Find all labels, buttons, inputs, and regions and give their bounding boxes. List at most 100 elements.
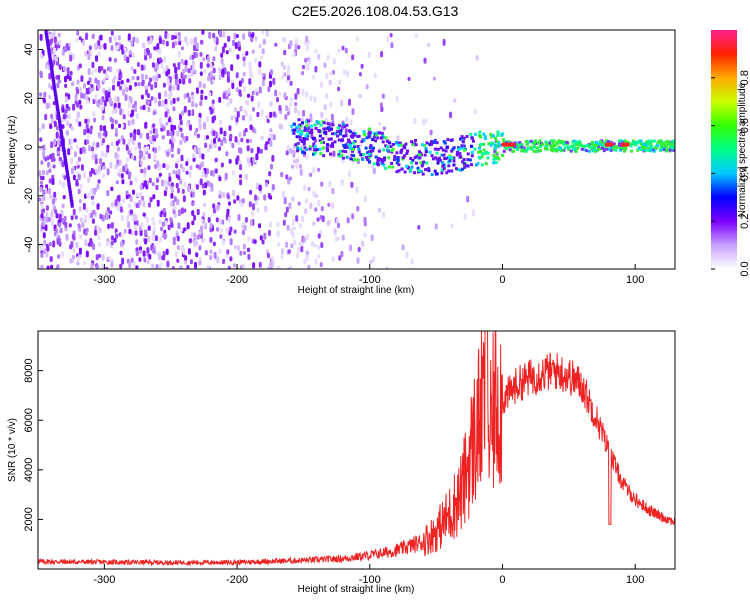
heatmap-cell xyxy=(90,195,94,200)
heatmap-cell xyxy=(174,40,178,46)
heatmap-cell xyxy=(95,168,98,174)
heatmap-cell xyxy=(332,150,336,157)
heatmap-cell xyxy=(169,131,173,136)
heatmap-cell xyxy=(239,164,243,171)
heatmap-cell xyxy=(127,150,131,155)
heatmap-cell xyxy=(243,250,246,255)
heatmap-cell xyxy=(241,198,245,204)
heatmap-cell xyxy=(43,91,47,98)
heatmap-cell xyxy=(296,142,300,145)
heatmap-cell xyxy=(80,75,84,82)
heatmap-cell xyxy=(321,215,325,223)
heatmap-cell xyxy=(537,141,540,145)
heatmap-cell xyxy=(119,263,123,269)
heatmap-cell xyxy=(357,246,361,252)
heatmap-cell xyxy=(115,180,119,185)
heatmap-cell xyxy=(72,53,76,61)
heatmap-cell xyxy=(250,37,254,43)
heatmap-cell xyxy=(198,245,202,251)
heatmap-cell xyxy=(45,32,49,38)
heatmap-cell xyxy=(77,188,81,195)
heatmap-cell xyxy=(184,36,188,43)
heatmap-cell xyxy=(58,156,62,162)
heatmap-cell xyxy=(207,217,211,223)
heatmap-cell xyxy=(435,141,439,145)
heatmap-cell xyxy=(579,144,583,148)
heatmap-cell xyxy=(396,135,400,141)
heatmap-cell xyxy=(121,179,125,185)
heatmap-cell xyxy=(203,202,206,207)
heatmap-cell xyxy=(165,71,169,77)
heatmap-cell xyxy=(600,146,604,150)
heatmap-cell xyxy=(605,139,608,143)
heatmap-cell xyxy=(670,142,674,146)
heatmap-cell xyxy=(66,67,70,74)
heatmap-cell xyxy=(609,140,613,144)
heatmap-cell xyxy=(66,120,70,127)
heatmap-cell xyxy=(142,155,146,161)
heatmap-cell xyxy=(289,265,293,269)
heatmap-cell xyxy=(167,224,171,231)
heatmap-cell xyxy=(94,67,97,73)
heatmap-cell xyxy=(81,146,85,153)
heatmap-cell xyxy=(306,63,309,70)
heatmap-cell xyxy=(246,99,250,106)
heatmap-cell xyxy=(349,119,353,126)
heatmap-cell xyxy=(147,81,151,87)
heatmap-cell xyxy=(382,163,386,167)
heatmap-cell xyxy=(525,143,529,147)
heatmap-cell xyxy=(121,49,125,55)
heatmap-cell xyxy=(219,30,222,38)
heatmap-cell xyxy=(128,95,132,101)
heatmap-cell xyxy=(99,125,103,132)
heatmap-cell xyxy=(38,127,42,133)
heatmap-cell xyxy=(209,237,213,243)
heatmap-cell xyxy=(390,161,394,165)
heatmap-cell xyxy=(96,203,100,210)
heatmap-cell xyxy=(130,257,134,263)
heatmap-cell xyxy=(645,148,649,152)
heatmap-cell xyxy=(177,222,181,229)
heatmap-cell xyxy=(371,138,375,142)
heatmap-cell xyxy=(162,163,166,169)
heatmap-cell xyxy=(551,141,555,145)
heatmap-cell xyxy=(57,117,61,123)
heatmap-cell xyxy=(472,209,475,217)
heatmap-cell xyxy=(103,43,107,50)
heatmap-cell xyxy=(413,171,416,175)
heatmap-cell xyxy=(508,148,512,152)
heatmap-cell xyxy=(333,140,337,144)
heatmap-cell xyxy=(295,126,299,130)
heatmap-cell xyxy=(270,133,274,140)
heatmap-cell xyxy=(286,111,290,116)
heatmap-cell xyxy=(207,75,211,82)
heatmap-cell xyxy=(323,62,327,68)
heatmap-cell xyxy=(572,139,576,143)
heatmap-cell xyxy=(662,145,666,149)
heatmap-cell xyxy=(145,217,149,224)
heatmap-cell xyxy=(179,265,183,269)
heatmap-cell xyxy=(314,207,318,212)
heatmap-cell xyxy=(399,151,403,155)
heatmap-cell xyxy=(173,34,177,40)
heatmap-cell xyxy=(395,151,399,155)
heatmap-cell xyxy=(643,148,646,152)
heatmap-cell xyxy=(180,227,184,232)
heatmap-cell xyxy=(158,172,162,177)
heatmap-cell xyxy=(430,140,433,144)
heatmap-cell xyxy=(341,149,345,153)
heatmap-cell xyxy=(314,66,318,73)
heatmap-cell xyxy=(567,146,571,149)
heatmap-cell xyxy=(125,87,129,93)
heatmap-cell xyxy=(639,139,643,143)
heatmap-cell xyxy=(179,163,183,169)
heatmap-cell xyxy=(154,235,158,242)
heatmap-cell xyxy=(305,137,309,141)
heatmap-cell xyxy=(39,92,43,97)
heatmap-cell xyxy=(143,229,147,236)
heatmap-cell xyxy=(220,139,224,146)
heatmap-cell xyxy=(269,101,273,107)
heatmap-cell xyxy=(414,33,418,38)
heatmap-cell xyxy=(234,136,238,143)
